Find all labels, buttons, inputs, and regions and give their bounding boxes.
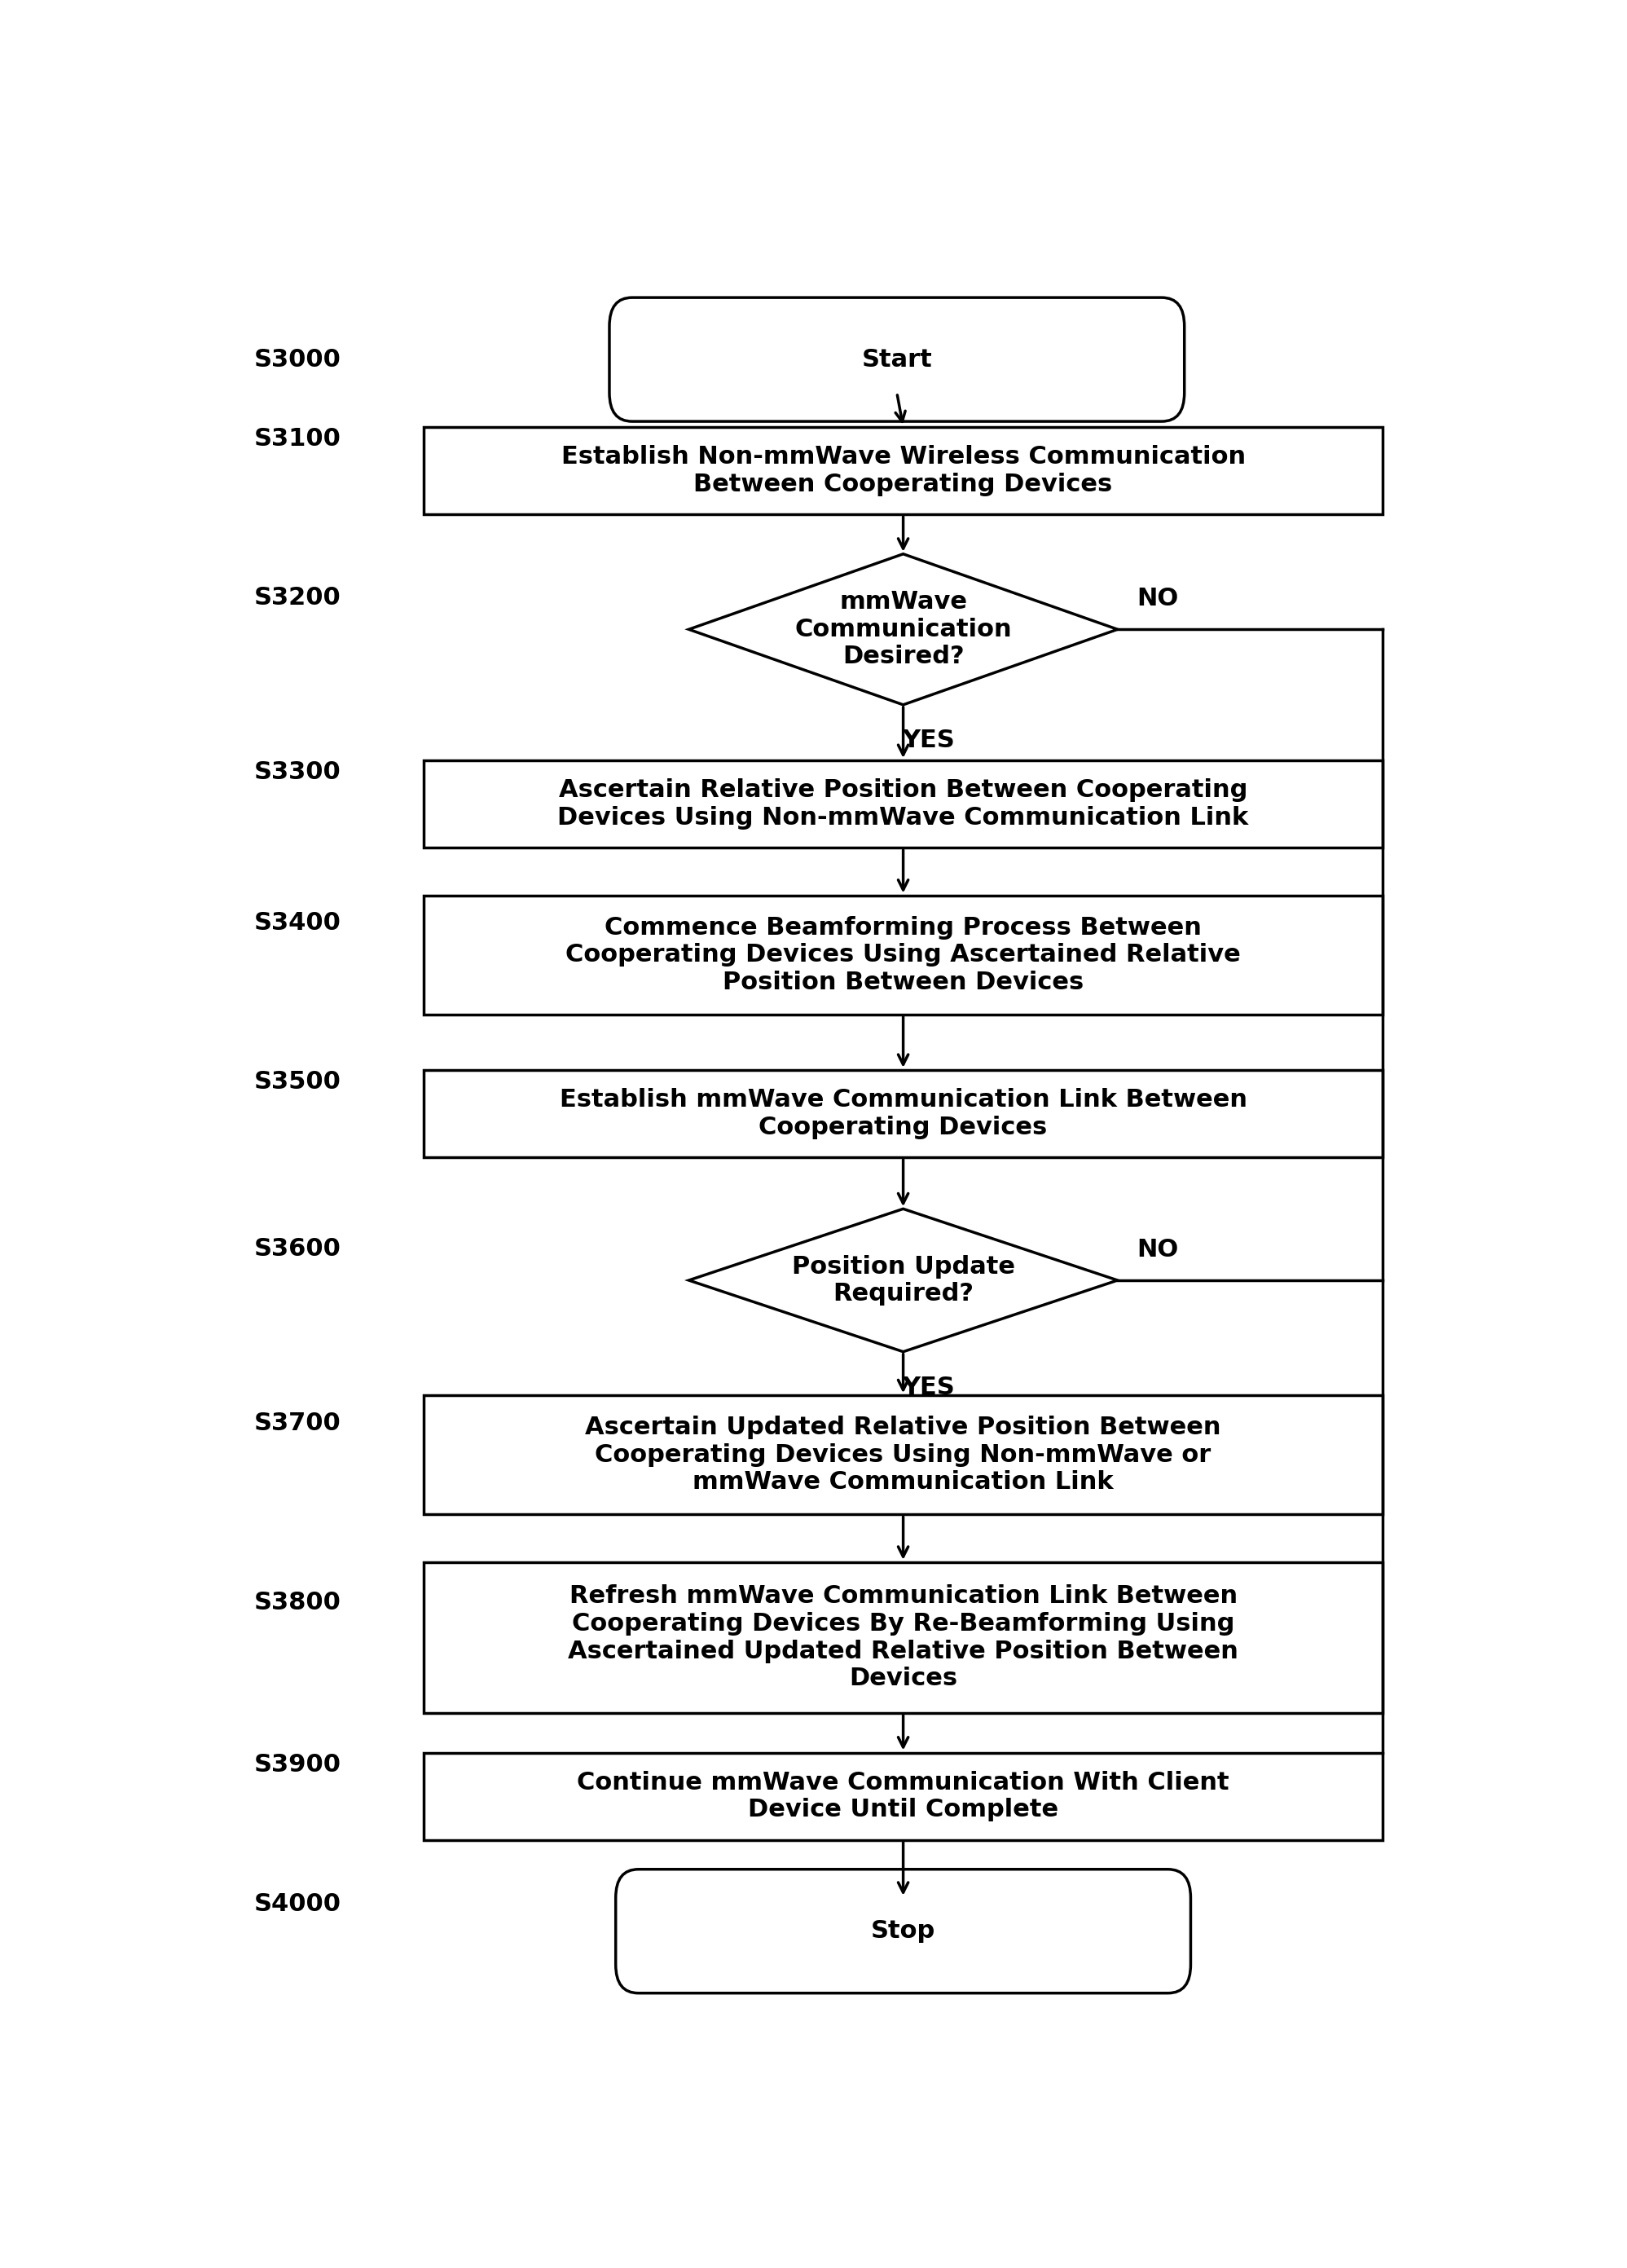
Text: S3600: S3600 — [254, 1236, 342, 1261]
Text: NO: NO — [1136, 1238, 1178, 1261]
Text: Establish mmWave Communication Link Between
Cooperating Devices: Establish mmWave Communication Link Betw… — [560, 1089, 1246, 1139]
Text: S3300: S3300 — [254, 760, 340, 785]
Text: Commence Beamforming Process Between
Cooperating Devices Using Ascertained Relat: Commence Beamforming Process Between Coo… — [566, 916, 1241, 993]
Text: S3700: S3700 — [254, 1411, 340, 1436]
Text: Position Update
Required?: Position Update Required? — [792, 1254, 1015, 1306]
Text: Establish Non-mmWave Wireless Communication
Between Cooperating Devices: Establish Non-mmWave Wireless Communicat… — [561, 445, 1245, 497]
FancyBboxPatch shape — [610, 297, 1184, 422]
Bar — [425, 1070, 1383, 1157]
Text: YES: YES — [901, 1374, 955, 1399]
Bar — [425, 1395, 1383, 1515]
Text: S3200: S3200 — [254, 585, 340, 610]
Text: YES: YES — [901, 728, 955, 753]
Polygon shape — [688, 553, 1118, 705]
Polygon shape — [688, 1209, 1118, 1352]
Text: Start: Start — [862, 347, 932, 372]
Text: mmWave
Communication
Desired?: mmWave Communication Desired? — [794, 590, 1012, 669]
Bar — [425, 1753, 1383, 1839]
Bar — [425, 896, 1383, 1014]
Bar — [425, 426, 1383, 515]
Bar — [425, 1563, 1383, 1712]
Text: S3100: S3100 — [254, 426, 342, 451]
Text: NO: NO — [1136, 587, 1178, 610]
Text: S3500: S3500 — [254, 1070, 342, 1093]
Bar — [425, 760, 1383, 848]
Text: S4000: S4000 — [254, 1892, 342, 1916]
Text: Ascertain Relative Position Between Cooperating
Devices Using Non-mmWave Communi: Ascertain Relative Position Between Coop… — [558, 778, 1250, 830]
FancyBboxPatch shape — [615, 1869, 1191, 1994]
Text: Stop: Stop — [870, 1919, 936, 1944]
Text: S3900: S3900 — [254, 1753, 342, 1776]
Text: Refresh mmWave Communication Link Between
Cooperating Devices By Re-Beamforming : Refresh mmWave Communication Link Betwee… — [568, 1585, 1238, 1690]
Text: Continue mmWave Communication With Client
Device Until Complete: Continue mmWave Communication With Clien… — [578, 1771, 1230, 1821]
Text: S3000: S3000 — [254, 347, 342, 372]
Text: Ascertain Updated Relative Position Between
Cooperating Devices Using Non-mmWave: Ascertain Updated Relative Position Betw… — [586, 1415, 1222, 1495]
Text: S3400: S3400 — [254, 912, 342, 934]
Text: S3800: S3800 — [254, 1590, 342, 1615]
